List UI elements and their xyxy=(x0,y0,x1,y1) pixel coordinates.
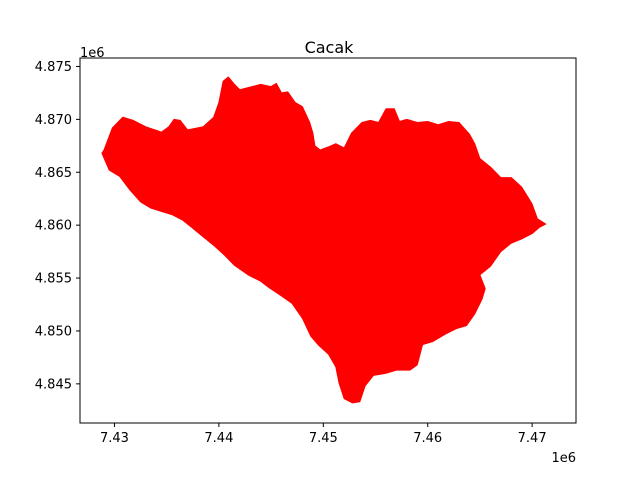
x-tick-label: 7.47 xyxy=(518,431,547,446)
y-axis-offset-label: 1e6 xyxy=(80,46,105,61)
x-tick-label: 7.44 xyxy=(204,431,233,446)
x-tick-label: 7.43 xyxy=(100,431,129,446)
y-tick-label: 4.875 xyxy=(35,60,72,75)
y-axis: 4.845 4.850 4.855 4.860 4.865 4.870 4.875 xyxy=(35,60,80,392)
y-tick-label: 4.860 xyxy=(35,219,72,234)
y-tick-label: 4.855 xyxy=(35,272,72,287)
cacak-region xyxy=(101,76,547,404)
y-tick-label: 4.845 xyxy=(35,377,72,392)
plot-area xyxy=(79,57,577,424)
x-axis-offset-label: 1e6 xyxy=(551,451,576,466)
chart-title: Cacak xyxy=(305,38,355,57)
y-tick-label: 4.870 xyxy=(35,113,72,128)
y-tick-label: 4.865 xyxy=(35,166,72,181)
axes-frame xyxy=(79,57,577,424)
x-tick-label: 7.46 xyxy=(413,431,442,446)
x-tick-label: 7.45 xyxy=(309,431,338,446)
x-axis: 7.43 7.44 7.45 7.46 7.47 xyxy=(100,423,547,446)
y-tick-label: 4.850 xyxy=(35,324,72,339)
